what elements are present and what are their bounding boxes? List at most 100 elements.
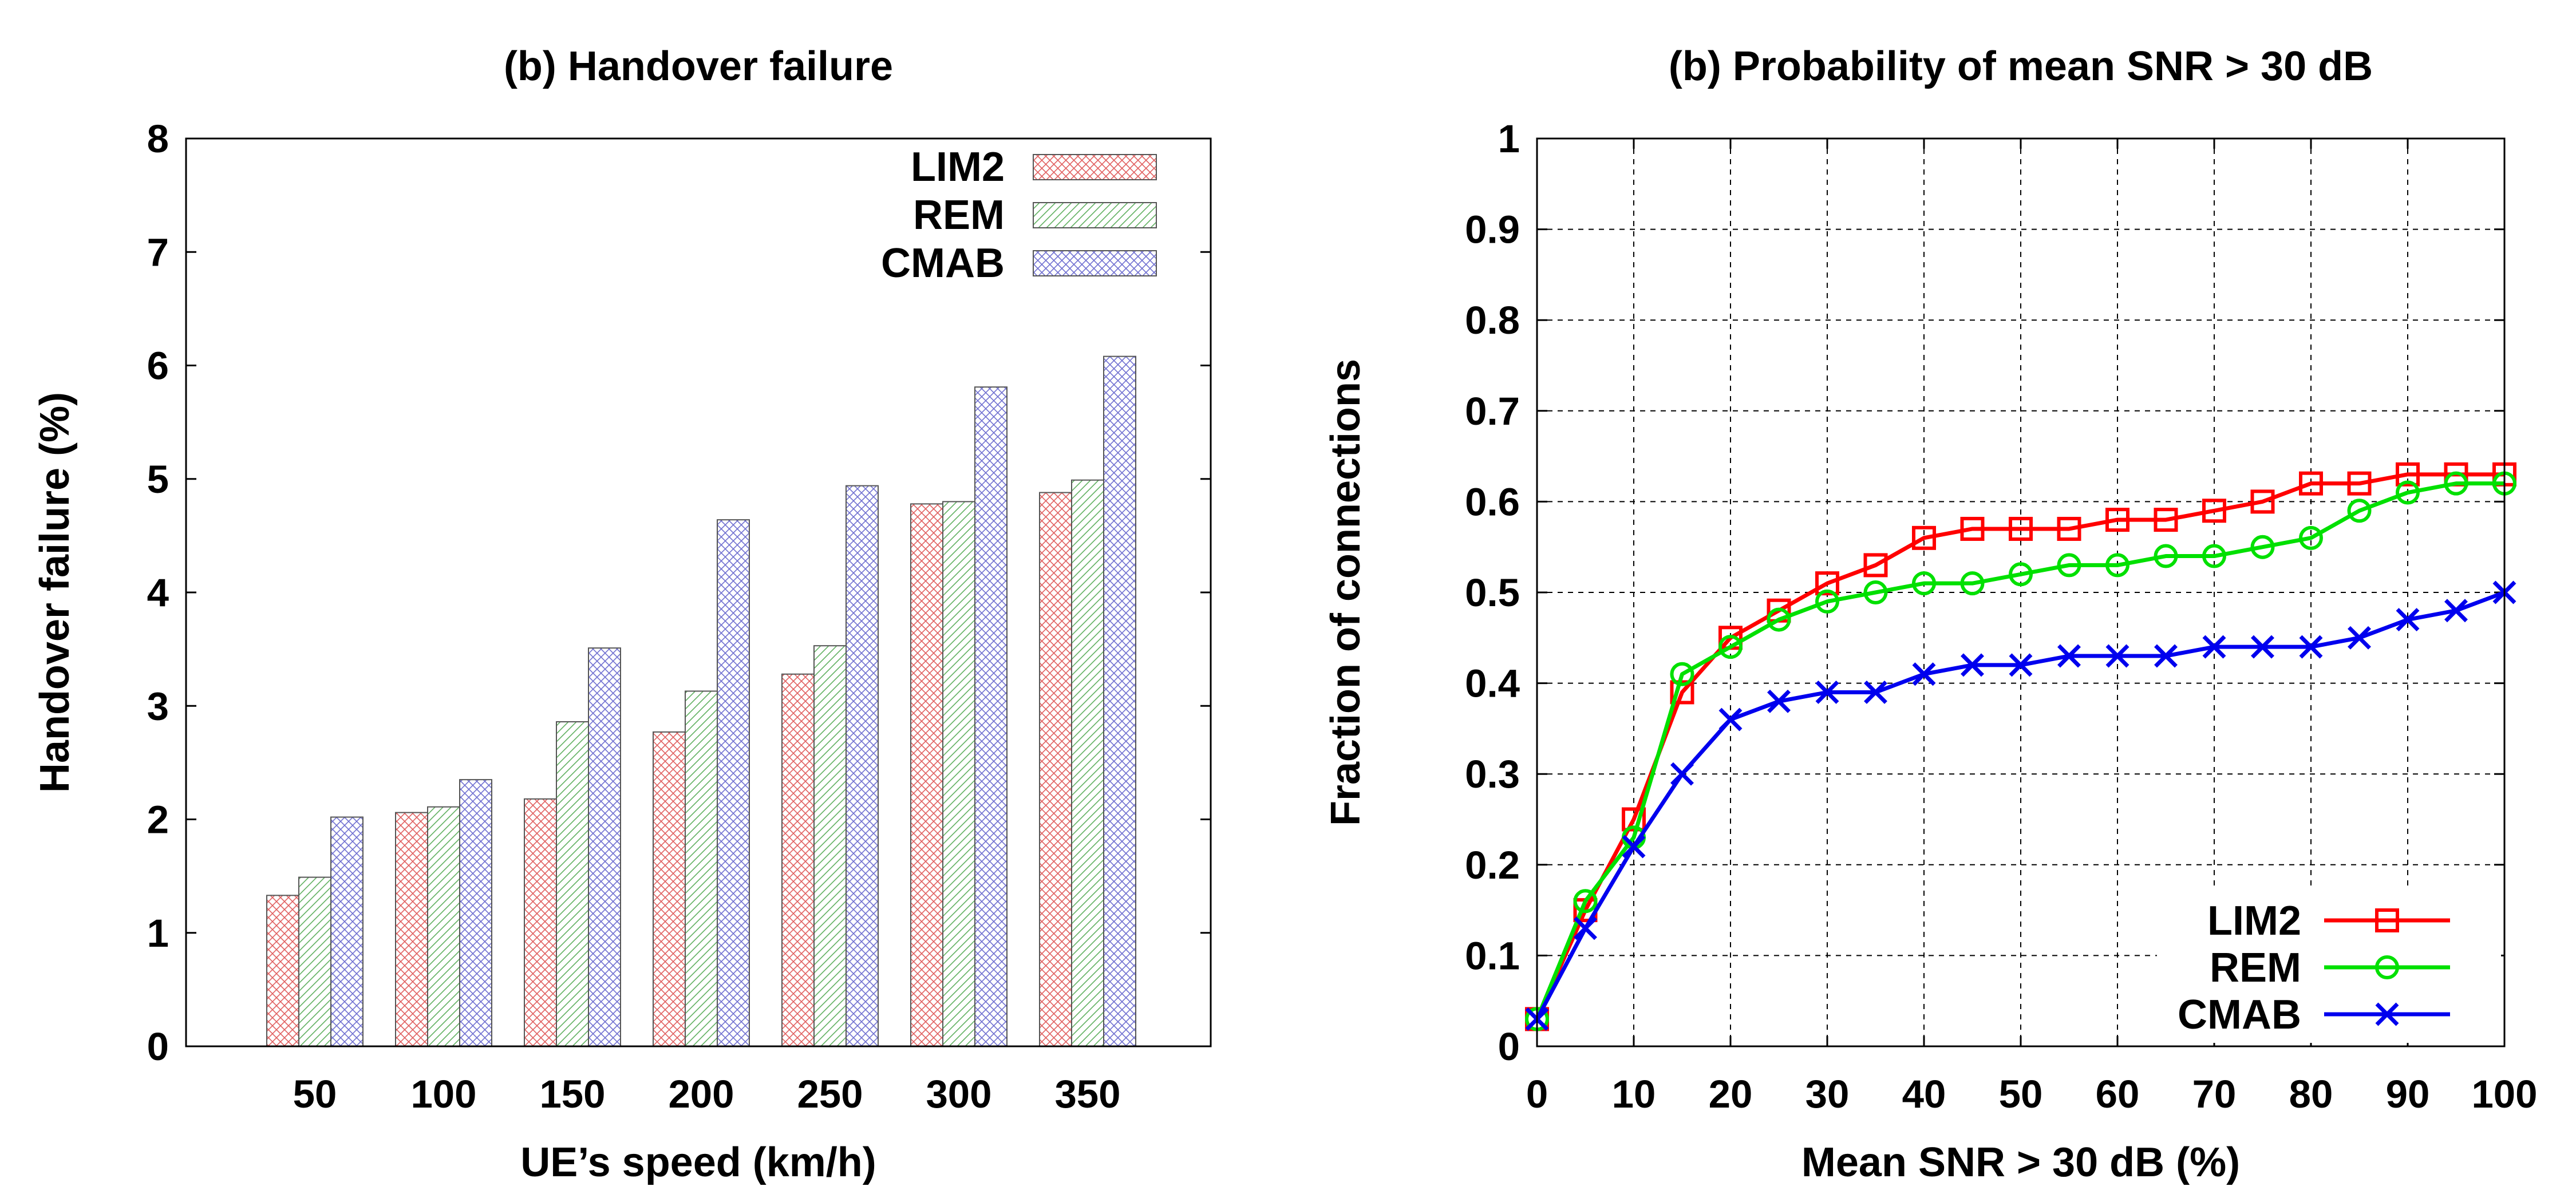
data-point-lim2 <box>2396 462 2420 487</box>
data-point-cmab <box>2202 635 2226 659</box>
data-point-rem <box>1815 589 1839 614</box>
data-point-rem <box>1912 571 1936 596</box>
data-point-cmab <box>1912 662 1936 686</box>
x-tick-label: 50 <box>1999 1072 2043 1116</box>
y-tick-label: 0.2 <box>1465 843 1520 887</box>
data-point-cmab <box>2299 635 2323 659</box>
x-tick-label: 50 <box>293 1072 337 1116</box>
y-tick-label: 0 <box>1498 1025 1520 1069</box>
series-line-lim2 <box>1535 472 2504 1020</box>
bar-rem <box>685 690 718 1047</box>
data-point-cmab <box>1622 835 1646 859</box>
y-tick-label: 1 <box>147 911 169 955</box>
bar-cmab <box>974 386 1008 1047</box>
data-point-rem <box>1960 571 1985 596</box>
x-tick-label: 60 <box>2096 1072 2140 1116</box>
data-point-rem <box>2347 499 2372 523</box>
y-tick-label: 0.4 <box>1465 662 1520 706</box>
y-tick-label: 1 <box>1498 117 1520 161</box>
data-point-lim2 <box>2250 489 2275 514</box>
y-tick-label: 0.1 <box>1465 934 1520 978</box>
snr-probability-chart: (b) Probability of mean SNR > 30 dB Frac… <box>1323 44 2538 1185</box>
y-tick-label: 4 <box>147 571 169 615</box>
bar-rem <box>1071 479 1104 1047</box>
y-axis-label: Handover failure (%) <box>32 392 78 793</box>
data-point-rem <box>2009 562 2033 587</box>
data-point-cmab <box>1670 762 1694 786</box>
legend-marker-rem <box>2375 955 2399 979</box>
data-point-lim2 <box>1815 571 1839 596</box>
y-tick-label: 0.6 <box>1465 480 1520 524</box>
bar-lim2 <box>266 895 299 1047</box>
data-point-cmab <box>1718 707 1743 732</box>
bar-cmab <box>330 816 364 1047</box>
chart-title: (b) Handover failure <box>504 44 893 89</box>
bar-lim2 <box>524 798 557 1047</box>
bar-lim2 <box>653 731 686 1047</box>
y-tick-label: 5 <box>147 457 169 501</box>
data-point-cmab <box>2251 635 2274 659</box>
data-point-cmab <box>1815 680 1839 704</box>
legend-swatch-lim2 <box>1033 154 1157 180</box>
y-tick-label: 0.9 <box>1465 208 1520 252</box>
x-axis-label: UE’s speed (km/h) <box>520 1140 876 1185</box>
plot-frame <box>185 137 1212 1047</box>
chart-title: (b) Probability of mean SNR > 30 dB <box>1669 44 2373 89</box>
y-tick-label: 0.3 <box>1465 752 1520 796</box>
y-tick-label: 7 <box>147 230 169 274</box>
bar-rem <box>427 806 460 1047</box>
bar-cmab <box>588 647 621 1047</box>
data-point-lim2 <box>2009 516 2033 541</box>
x-tick-label: 10 <box>1612 1072 1656 1116</box>
bar-lim2 <box>1039 492 1072 1047</box>
data-point-lim2 <box>1960 516 1985 541</box>
data-point-lim2 <box>2347 471 2372 496</box>
x-tick-label: 30 <box>1805 1072 1850 1116</box>
legend-label: REM <box>2210 945 2301 991</box>
data-point-cmab <box>2009 653 2033 677</box>
y-tick-label: 0.7 <box>1465 389 1520 433</box>
x-tick-label: 300 <box>926 1072 991 1116</box>
data-point-rem <box>2396 480 2420 505</box>
y-tick-label: 0.8 <box>1465 298 1520 342</box>
x-tick-label: 100 <box>410 1072 476 1116</box>
data-point-lim2 <box>2057 516 2081 541</box>
plot-frame <box>1536 137 2506 1047</box>
series-line-rem <box>1535 481 2504 1020</box>
data-point-lim2 <box>2105 508 2129 532</box>
data-point-rem <box>1670 662 1694 686</box>
data-point-rem <box>2154 544 2178 568</box>
data-point-lim2 <box>1863 553 1888 578</box>
y-tick-label: 0 <box>147 1025 169 1069</box>
legend-marker-cmab <box>2375 1002 2399 1026</box>
data-point-rem <box>2299 525 2323 550</box>
bar-cmab <box>1103 355 1136 1047</box>
legend-label: LIM2 <box>911 144 1005 190</box>
legend-swatch-rem <box>1033 202 1157 228</box>
data-point-lim2 <box>2202 499 2226 523</box>
y-tick-label: 0.5 <box>1465 571 1520 615</box>
data-point-lim2 <box>1622 807 1646 832</box>
x-tick-label: 250 <box>797 1072 863 1116</box>
legend-label: CMAB <box>881 240 1005 286</box>
legend-label: LIM2 <box>2207 898 2301 944</box>
data-point-rem <box>1573 889 1598 914</box>
data-point-rem <box>1863 580 1888 604</box>
data-point-cmab <box>2396 608 2420 632</box>
data-point-cmab <box>1574 916 1597 940</box>
legend-label: CMAB <box>2178 992 2301 1038</box>
legend-swatch-cmab <box>1033 250 1157 276</box>
bar-lim2 <box>781 673 815 1047</box>
x-tick-label: 70 <box>2192 1072 2237 1116</box>
data-point-cmab <box>1767 689 1791 713</box>
x-tick-label: 40 <box>1902 1072 1946 1116</box>
y-tick-label: 2 <box>147 798 169 842</box>
x-tick-label: 20 <box>1709 1072 1753 1116</box>
data-point-rem <box>2057 553 2081 578</box>
y-tick-label: 8 <box>147 117 169 161</box>
bar-lim2 <box>910 503 943 1047</box>
data-point-cmab <box>2154 644 2178 668</box>
x-tick-label: 350 <box>1054 1072 1120 1116</box>
